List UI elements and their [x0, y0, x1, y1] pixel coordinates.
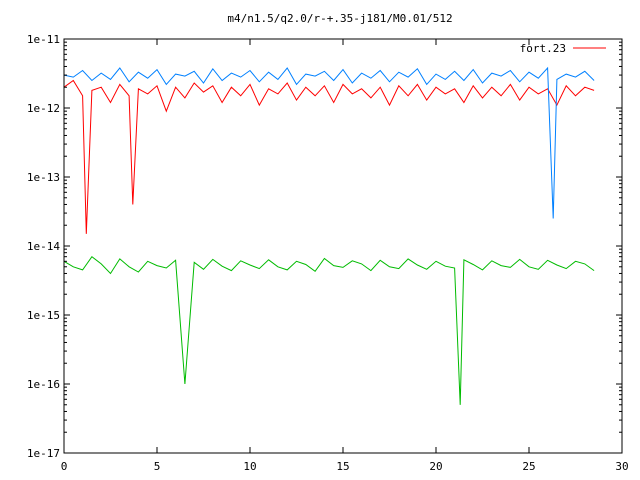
series-layer — [63, 66, 595, 405]
x-tick-label: 30 — [615, 460, 628, 473]
series-line-2 — [63, 66, 595, 219]
plot-frame — [63, 38, 623, 454]
y-tick-label: 1e-16 — [27, 378, 60, 391]
ticks-layer: 0 5 10 15 20 25 30 1e-17 1e-16 1e-15 1e-14 1e-13 1e-… — [27, 33, 629, 473]
legend-label: fort.23 — [520, 42, 566, 55]
y-tick-label: 1e-14 — [27, 240, 60, 253]
x-tick-label: 25 — [522, 460, 535, 473]
y-tick-label: 1e-15 — [27, 309, 60, 322]
y-tick-label: 1e-13 — [27, 171, 60, 184]
chart-title: m4/n1.5/q2.0/r-+.35-j181/M0.01/512 — [227, 12, 452, 25]
x-tick-label: 5 — [154, 460, 161, 473]
y-tick-label: 1e-17 — [27, 447, 60, 460]
x-tick-label: 15 — [336, 460, 349, 473]
y-tick-label: 1e-12 — [27, 102, 60, 115]
x-tick-label: 20 — [429, 460, 442, 473]
y-tick-label: 1e-11 — [27, 33, 60, 46]
series-line-1 — [63, 79, 595, 234]
x-tick-label: 0 — [61, 460, 68, 473]
series-line-3 — [63, 255, 595, 405]
legend: fort.23 — [520, 42, 606, 55]
x-tick-label: 10 — [243, 460, 256, 473]
